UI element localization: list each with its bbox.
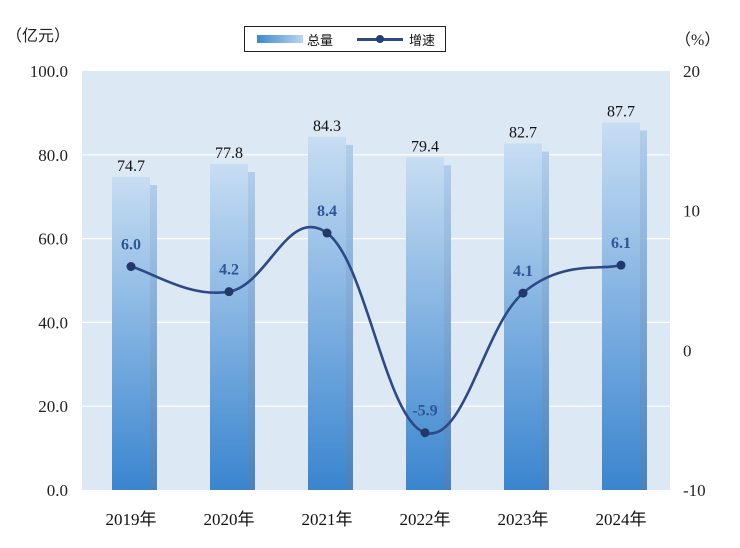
bar-value-label: 82.7 (509, 124, 537, 141)
bar-shadow (444, 165, 451, 490)
bar-shadow (248, 172, 255, 490)
y-right-tick-label: 0 (683, 341, 692, 360)
bar-2020年 (210, 164, 248, 490)
bar-2019年 (112, 177, 150, 490)
growth-value-label: 4.2 (219, 262, 239, 279)
growth-point-2021年 (322, 228, 332, 238)
bar-value-label: 74.7 (117, 158, 145, 175)
y-right-tick-label: 10 (683, 202, 700, 221)
bar-value-label: 77.8 (215, 145, 243, 162)
x-tick-label: 2019年 (106, 510, 157, 529)
growth-point-2020年 (224, 287, 234, 297)
y-right-tick-label: 20 (683, 62, 700, 81)
y-left-tick-label: 60.0 (38, 230, 68, 249)
legend-line-label: 增速 (409, 33, 436, 49)
bar-value-label: 79.4 (411, 138, 439, 155)
plot-area (82, 71, 670, 490)
growth-point-2023年 (518, 288, 528, 298)
y-left-tick-label: 80.0 (38, 146, 68, 165)
growth-value-label: 8.4 (317, 203, 337, 220)
legend-line-swatch (357, 34, 404, 44)
bar-shadow (150, 185, 157, 490)
legend-bar-swatch (257, 35, 303, 43)
y-left-tick-label: 20.0 (38, 397, 68, 416)
x-tick-label: 2023年 (498, 510, 549, 529)
legend-item-bar: 总量 (257, 30, 333, 49)
x-tick-label: 2022年 (400, 510, 451, 529)
growth-value-label: 6.0 (121, 237, 141, 254)
bar-2023年 (504, 143, 542, 490)
x-tick-label: 2020年 (204, 510, 255, 529)
legend-bar-label: 总量 (307, 33, 334, 49)
x-tick-label: 2021年 (302, 510, 353, 529)
bar-shadow (640, 130, 647, 491)
bar-2024年 (602, 122, 640, 491)
bar-value-label: 87.7 (607, 104, 635, 121)
legend-item-line: 增速 (357, 30, 435, 49)
growth-value-label: 6.1 (611, 235, 631, 252)
bar-shadow (542, 151, 549, 490)
y-right-tick-label: -10 (683, 481, 706, 500)
y-left-tick-label: 100.0 (30, 62, 68, 81)
bar-2021年 (308, 136, 346, 490)
y-left-tick-label: 40.0 (38, 313, 68, 332)
growth-value-label: 4.1 (513, 263, 533, 280)
left-axis-unit: （亿元） (6, 28, 71, 45)
bar-shadow (346, 144, 353, 490)
bar-value-label: 84.3 (313, 118, 341, 135)
growth-point-2022年 (420, 428, 430, 438)
growth-value-label: -5.9 (412, 403, 437, 420)
y-left-tick-label: 0.0 (47, 481, 68, 500)
x-tick-label: 2024年 (596, 510, 647, 529)
bar-2022年 (406, 157, 444, 490)
growth-point-2019年 (126, 262, 136, 272)
legend: 总量 增速 (244, 26, 446, 52)
right-axis-unit: （%） (675, 32, 721, 49)
growth-point-2024年 (616, 260, 626, 270)
